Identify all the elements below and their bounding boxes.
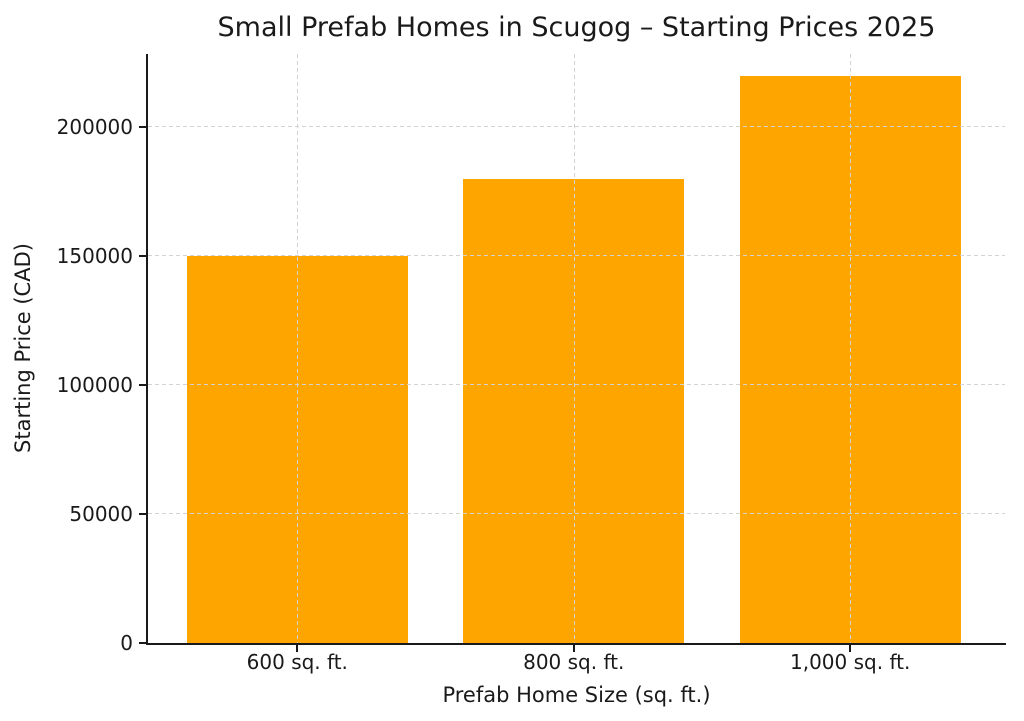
x-tick-label: 800 sq. ft. xyxy=(523,650,625,674)
bar-2 xyxy=(463,178,685,643)
x-tick-mark xyxy=(572,645,575,652)
chart-title: Small Prefab Homes in Scugog – Starting … xyxy=(217,12,936,43)
y-tick-label: 200000 xyxy=(56,115,133,140)
y-tick-mark xyxy=(139,642,146,644)
bottom-spine xyxy=(146,643,1006,645)
gridline-horizontal xyxy=(148,513,1005,515)
x-tick-mark xyxy=(849,645,852,652)
gridline-horizontal xyxy=(148,126,1005,128)
y-tick-mark xyxy=(139,513,146,516)
gridline-vertical xyxy=(850,54,852,643)
x-tick-label: 600 sq. ft. xyxy=(246,650,348,674)
y-tick-mark xyxy=(139,384,146,387)
y-tick-label: 50000 xyxy=(69,502,133,527)
plot-area xyxy=(148,54,1005,643)
y-tick-mark xyxy=(139,126,146,129)
y-tick-label: 0 xyxy=(120,631,133,655)
gridline-horizontal xyxy=(148,255,1005,257)
x-axis-title: Prefab Home Size (sq. ft.) xyxy=(442,683,711,707)
y-tick-label: 150000 xyxy=(56,244,133,269)
x-tick-mark xyxy=(296,645,299,652)
gridline-horizontal xyxy=(148,384,1005,386)
gridline-vertical xyxy=(297,54,299,643)
x-tick-label: 1,000 sq. ft. xyxy=(790,650,911,674)
left-spine xyxy=(146,54,148,645)
y-tick-label: 100000 xyxy=(56,373,133,398)
y-tick-mark xyxy=(139,255,146,258)
gridline-vertical xyxy=(573,54,575,643)
